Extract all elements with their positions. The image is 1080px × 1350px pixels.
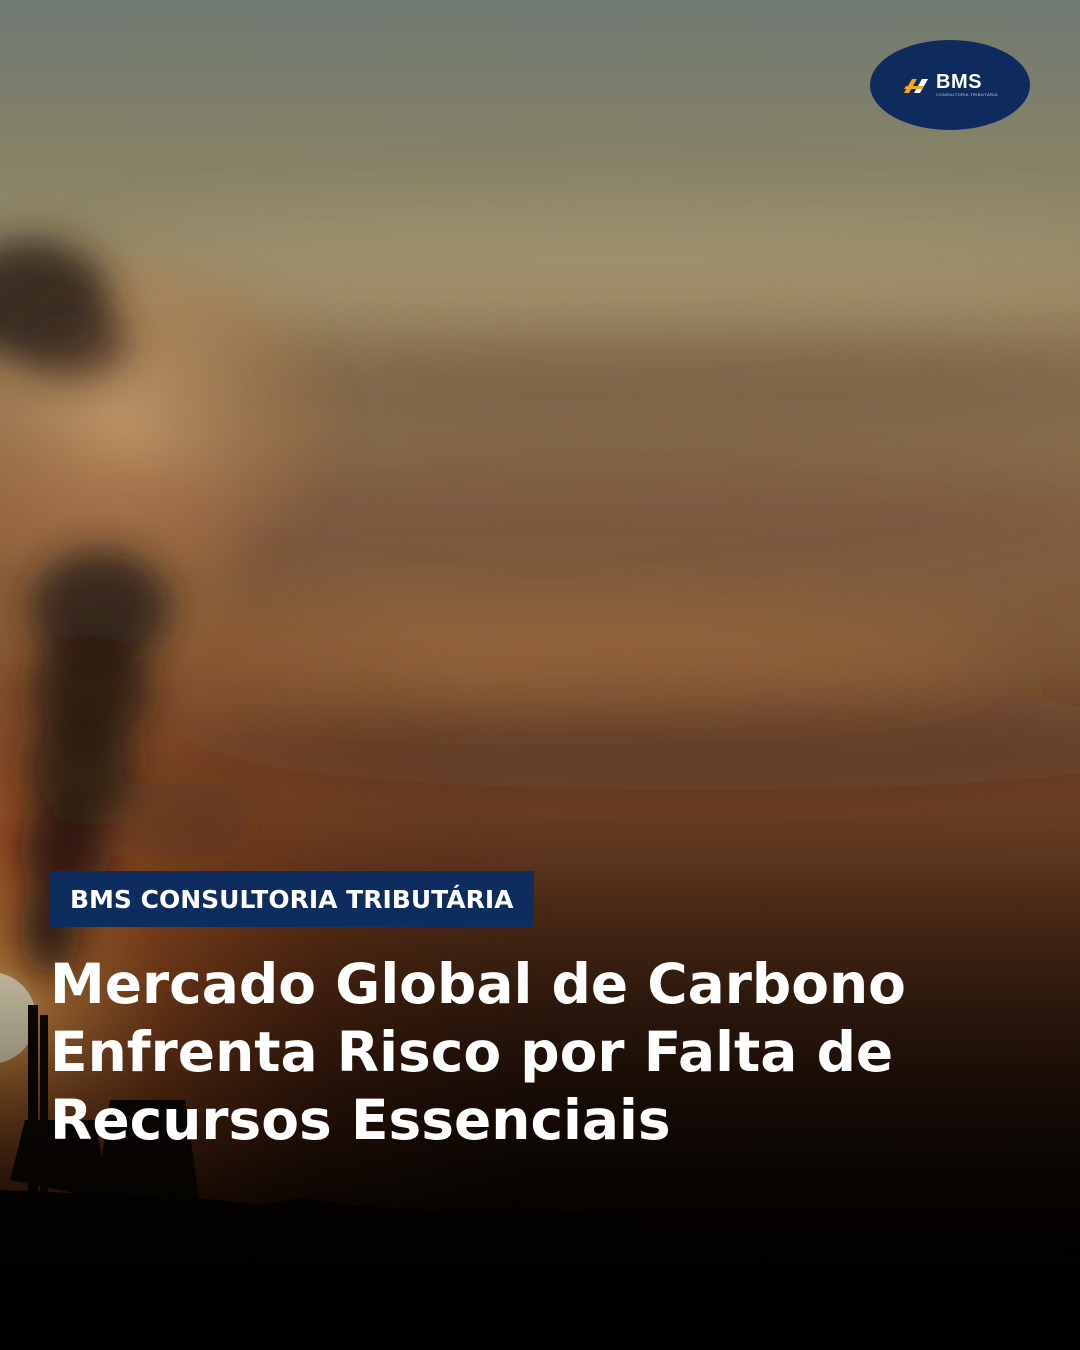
headline-line-1: Mercado Global de Carbono [50, 952, 906, 1016]
headline: Mercado Global de Carbono Enfrenta Risco… [50, 950, 950, 1154]
logo-content: BMS CONSULTORIA TRIBUTÁRIA [902, 72, 998, 98]
smoke-puff [0, 240, 130, 380]
headline-line-3: Recursos Essenciais [50, 1088, 671, 1152]
category-tag: BMS CONSULTORIA TRIBUTÁRIA [50, 871, 534, 927]
headline-line-2: Enfrenta Risco por Falta de [50, 1020, 894, 1084]
bms-logo: BMS CONSULTORIA TRIBUTÁRIA [870, 40, 1030, 130]
logo-subtitle: CONSULTORIA TRIBUTÁRIA [936, 92, 998, 97]
logo-text: BMS CONSULTORIA TRIBUTÁRIA [936, 72, 998, 98]
bms-chevron-mark-icon [904, 79, 929, 93]
logo-wordmark: BMS [936, 71, 982, 93]
